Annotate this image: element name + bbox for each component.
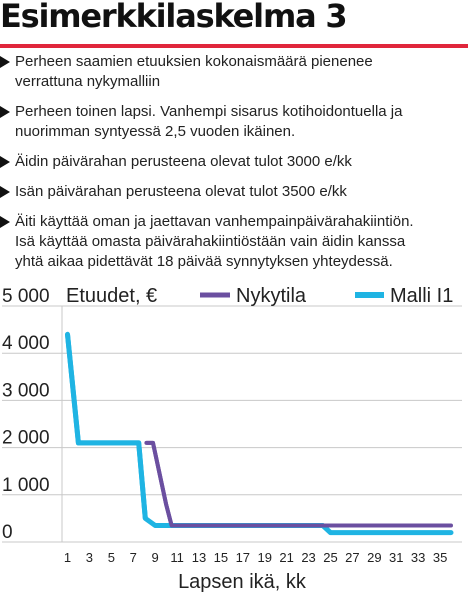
bullet-list: Perheen saamien etuuksien kokonaismäärä … <box>0 52 462 282</box>
x-tick-label: 29 <box>367 550 381 565</box>
bullet-item: Perheen saamien etuuksien kokonaismäärä … <box>0 52 462 92</box>
x-tick-labels: 1 3 5 7 9 11 13 15 17 19 21 23 25 27 29 31 33 35 <box>64 550 447 565</box>
y-tick-label: 1 000 <box>2 475 50 496</box>
x-tick-label: 25 <box>323 550 337 565</box>
x-tick-label: 23 <box>301 550 315 565</box>
y-tick-label: 2 000 <box>2 428 50 449</box>
chart-legend: Nykytila Malli I1 <box>200 285 453 307</box>
x-tick-label: 27 <box>345 550 359 565</box>
bullet-item: Perheen toinen lapsi. Vanhempi sisarus k… <box>0 102 462 142</box>
series-line-malli-overlay <box>65 334 148 519</box>
bullet-text: Äiti käyttää oman ja jaettavan vanhempai… <box>15 213 414 270</box>
bullet-item: Isän päivärahan perusteena olevat tulot … <box>0 182 462 202</box>
legend-label: Malli I1 <box>390 285 453 307</box>
x-tick-label: 19 <box>258 550 272 565</box>
series-lines <box>65 331 454 536</box>
bullet-text: Äidin päivärahan perusteena olevat tulot… <box>15 153 352 170</box>
x-tick-label: 35 <box>433 550 447 565</box>
x-tick-label: 33 <box>411 550 425 565</box>
y-tick-labels: 0 1 000 2 000 3 000 4 000 5 000 <box>2 286 50 543</box>
x-tick-label: 13 <box>192 550 206 565</box>
arrow-bullet-icon <box>0 156 10 168</box>
x-tick-label: 17 <box>236 550 250 565</box>
x-tick-label: 21 <box>279 550 293 565</box>
arrow-bullet-icon <box>0 106 10 118</box>
y-tick-label: 5 000 <box>2 286 50 307</box>
y-tick-label: 4 000 <box>2 333 50 354</box>
legend-label: Nykytila <box>236 285 307 307</box>
x-tick-label: 5 <box>108 550 115 565</box>
series-line-nykytila <box>144 440 453 528</box>
bullet-item: Äiti käyttää oman ja jaettavan vanhempai… <box>0 212 462 272</box>
title-underline <box>0 44 468 48</box>
arrow-bullet-icon <box>0 216 10 228</box>
arrow-bullet-icon <box>0 56 10 68</box>
x-tick-label: 7 <box>130 550 137 565</box>
y-tick-label: 3 000 <box>2 380 50 401</box>
bullet-text: Perheen toinen lapsi. Vanhempi sisarus k… <box>15 103 403 140</box>
series-line-malli <box>65 331 454 536</box>
x-tick-label: 9 <box>152 550 159 565</box>
chart-grid <box>2 305 462 543</box>
series-line-nykytila-overlay <box>146 440 451 528</box>
arrow-bullet-icon <box>0 186 10 198</box>
x-tick-label: 1 <box>64 550 71 565</box>
x-tick-label: 15 <box>214 550 228 565</box>
x-tick-label: 3 <box>86 550 93 565</box>
x-tick-label: 31 <box>389 550 403 565</box>
x-axis-label: Lapsen ikä, kk <box>178 571 307 593</box>
page-title: Esimerkkilaskelma 3 <box>0 0 348 35</box>
y-axis-label: Etuudet, € <box>66 285 157 307</box>
bullet-text: Perheen saamien etuuksien kokonaismäärä … <box>15 53 373 90</box>
bullet-item: Äidin päivärahan perusteena olevat tulot… <box>0 152 462 172</box>
bullet-text: Isän päivärahan perusteena olevat tulot … <box>15 183 347 200</box>
y-tick-label: 0 <box>2 522 13 543</box>
x-tick-label: 11 <box>170 550 184 565</box>
